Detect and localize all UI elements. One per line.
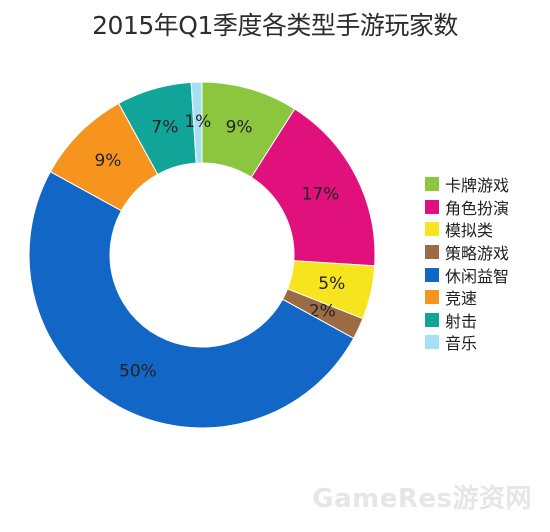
legend-label: 射击 xyxy=(445,311,478,331)
legend-swatch xyxy=(425,267,439,282)
legend-label: 模拟类 xyxy=(445,221,494,241)
slice-label-1: 9% xyxy=(226,117,253,137)
legend-label: 音乐 xyxy=(445,334,478,354)
legend-swatch xyxy=(425,199,439,214)
legend-item-4: 策略游戏 xyxy=(425,241,509,264)
legend-item-7: 射击 xyxy=(425,309,509,332)
legend-label: 休闲益智 xyxy=(445,266,510,286)
slice-label-8: 1% xyxy=(184,112,211,132)
slice-label-2: 17% xyxy=(302,185,340,205)
legend-item-1: 卡牌游戏 xyxy=(425,173,509,196)
slice-label-7: 7% xyxy=(151,117,178,137)
legend: 卡牌游戏 角色扮演模拟类策略游戏 休闲益智竞速 射击音乐 xyxy=(425,173,509,354)
donut-slice-5 xyxy=(28,170,355,429)
legend-swatch xyxy=(425,290,439,305)
legend-item-5: 休闲益智 xyxy=(425,263,509,286)
legend-item-8: 音乐 xyxy=(425,331,509,354)
slice-label-3: 5% xyxy=(318,274,345,294)
legend-swatch xyxy=(425,312,439,327)
legend-item-3: 模拟类 xyxy=(425,218,509,241)
legend-label: 竞速 xyxy=(445,289,478,309)
slice-label-5: 50% xyxy=(119,362,157,382)
legend-label: 策略游戏 xyxy=(445,244,510,264)
watermark: GameRes游资网 xyxy=(312,484,532,514)
legend-swatch xyxy=(425,245,439,260)
slice-label-4: 2% xyxy=(309,302,336,322)
chart-title: 2015年Q1季度各类型手游玩家数 xyxy=(92,11,458,40)
legend-label: 卡牌游戏 xyxy=(445,176,510,196)
legend-swatch xyxy=(425,222,439,237)
slice-label-6: 9% xyxy=(94,151,121,171)
legend-item-2: 角色扮演 xyxy=(425,196,509,219)
legend-label: 角色扮演 xyxy=(445,198,510,218)
legend-swatch xyxy=(425,177,439,192)
legend-item-6: 竞速 xyxy=(425,286,509,309)
legend-swatch xyxy=(425,335,439,350)
donut-slice-8 xyxy=(190,81,203,164)
